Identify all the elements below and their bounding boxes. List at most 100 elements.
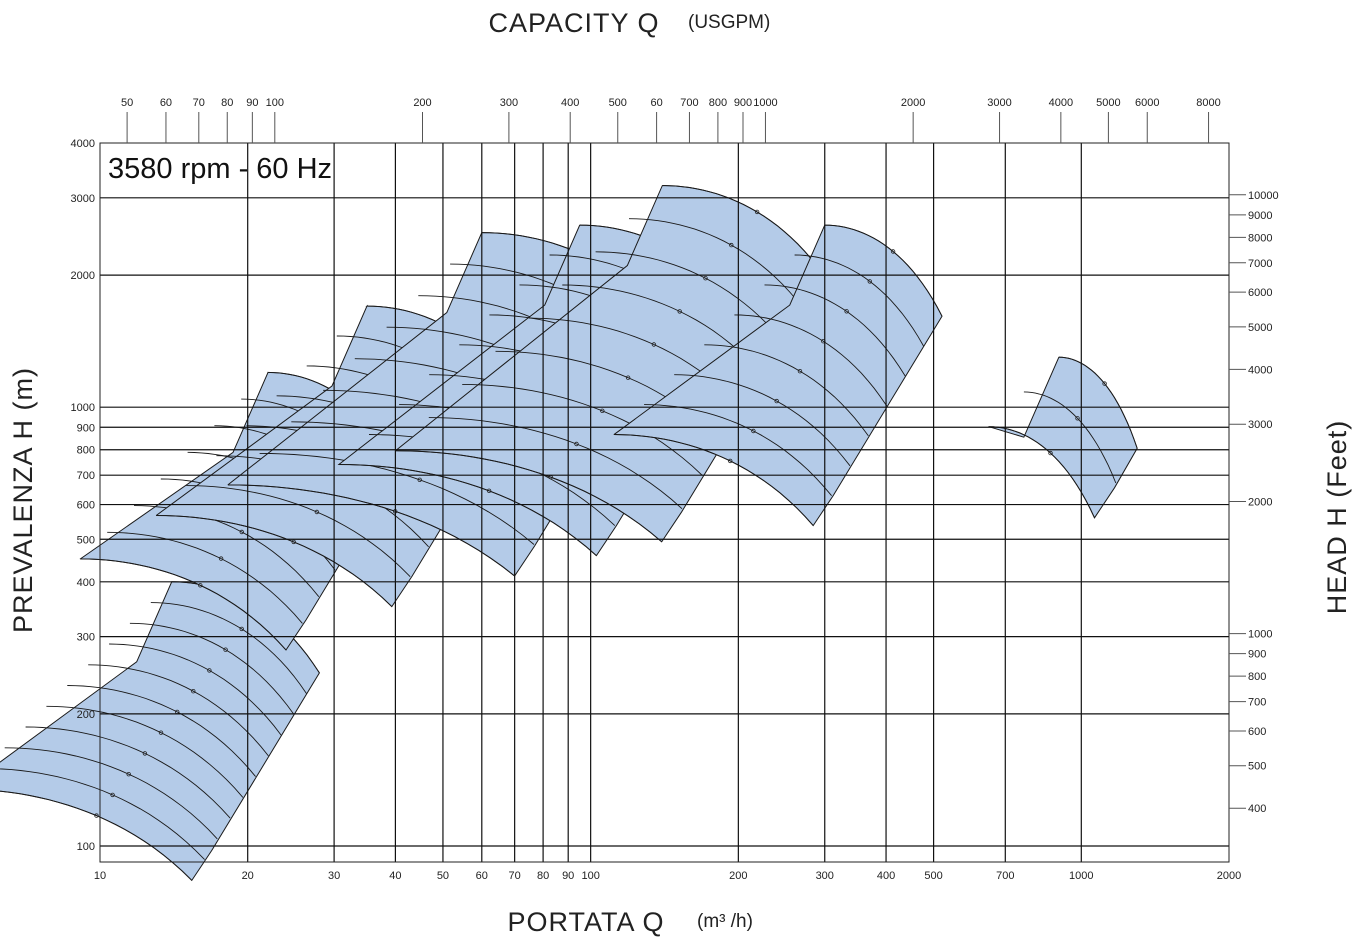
y2-tick-label: 10000	[1248, 190, 1279, 202]
x2-tick-label: 2000	[901, 97, 925, 109]
x2-tick-label: 3000	[987, 97, 1011, 109]
x2-tick-label: 70	[193, 97, 205, 109]
y2-tick-label: 8000	[1248, 232, 1272, 244]
x-tick-label: 400	[877, 870, 895, 882]
impeller-curve	[133, 505, 320, 597]
pump-field-8	[987, 356, 1138, 519]
impeller-curve	[794, 254, 924, 347]
bep-marker	[1048, 450, 1053, 456]
x-tick-label: 90	[562, 870, 574, 882]
x-tick-label: 30	[328, 870, 340, 882]
x-tick-label: 60	[476, 870, 488, 882]
impeller-curve	[462, 383, 703, 476]
x2-axis-tick-labels: 50 60 70 80 90 100 200 300 400 500 60 700 800 900 1000…	[121, 97, 1221, 143]
x-tick-label: 40	[389, 870, 401, 882]
x-tick-label: 100	[581, 870, 599, 882]
y2-tick-label: 4000	[1248, 364, 1272, 376]
y-tick-label: 4000	[71, 138, 95, 150]
impeller-curve	[595, 251, 785, 344]
bep-marker	[625, 375, 631, 380]
x-axis-unit: (m³ /h)	[697, 911, 753, 932]
y-tick-label: 600	[77, 500, 95, 512]
impeller-curve	[25, 726, 231, 819]
y2-tick-label: 600	[1248, 726, 1266, 738]
bep-marker	[198, 583, 203, 588]
bep-marker	[158, 730, 164, 735]
bep-marker	[728, 458, 733, 464]
bep-marker	[239, 626, 244, 632]
x2-tick-label: 800	[709, 97, 727, 109]
y2-tick-label: 400	[1248, 803, 1266, 815]
impeller-curve	[428, 417, 683, 510]
y2-tick-label: 7000	[1248, 258, 1272, 270]
bep-marker	[574, 441, 579, 447]
x-axis-tick-labels: 10 20 30 40 50 60 70 80 90 100 200 300 400 500 700 1000…	[94, 870, 1241, 882]
bep-marker	[600, 408, 605, 413]
y-tick-label: 700	[77, 470, 95, 482]
impeller-curve	[562, 284, 764, 377]
speed-label: 3580 rpm - 60 Hz	[108, 153, 332, 185]
bep-marker	[314, 509, 320, 515]
bep-marker	[890, 249, 896, 254]
bep-marker	[291, 539, 296, 545]
x2-tick-label: 6000	[1135, 97, 1159, 109]
bep-marker	[191, 689, 196, 694]
impeller-curve	[259, 452, 535, 545]
y2-tick-label: 3000	[1248, 419, 1272, 431]
impeller-curve	[613, 434, 814, 526]
impeller-curve	[628, 218, 805, 311]
grid-lines	[100, 143, 1229, 862]
y2-tick-label: 500	[1248, 761, 1266, 773]
impeller-curve	[988, 426, 1095, 518]
x-tick-label: 80	[537, 870, 549, 882]
x2-tick-label: 60	[650, 97, 662, 109]
y-tick-label: 900	[77, 422, 95, 434]
x-tick-label: 2000	[1217, 870, 1241, 882]
x2-tick-label: 100	[266, 97, 284, 109]
impeller-curve	[80, 558, 287, 651]
x-tick-label: 700	[996, 870, 1014, 882]
x2-axis-unit: (USGPM)	[688, 12, 770, 33]
impeller-curve	[107, 531, 303, 624]
y2-tick-label: 6000	[1248, 287, 1272, 299]
x2-tick-label: 80	[221, 97, 233, 109]
impeller-curve	[764, 284, 906, 377]
impeller-curve	[0, 768, 205, 860]
bep-marker	[751, 428, 756, 434]
y-tick-label: 100	[77, 841, 95, 853]
y-tick-label: 200	[77, 709, 95, 721]
x2-tick-label: 5000	[1096, 97, 1120, 109]
impeller-curve	[734, 314, 888, 407]
x-tick-label: 1000	[1069, 870, 1093, 882]
impeller-curve	[46, 705, 244, 798]
bep-marker	[126, 772, 131, 777]
y2-axis-title: HEAD H (Feet)	[1322, 420, 1352, 615]
y-tick-label: 1000	[71, 402, 95, 414]
bep-marker	[110, 792, 115, 798]
bep-marker	[223, 647, 228, 652]
bep-marker	[207, 668, 212, 673]
y2-tick-label: 900	[1248, 649, 1266, 661]
y-tick-label: 3000	[71, 193, 95, 205]
impeller-curve	[129, 622, 295, 715]
y-axis-tick-labels: 100 200 300 400 500 600 700 800 900 1000 2000 3000 4…	[71, 138, 95, 853]
impeller-curve	[67, 685, 256, 777]
bep-marker	[1075, 416, 1080, 421]
x-tick-label: 500	[924, 870, 942, 882]
field-envelope	[987, 356, 1138, 519]
x2-tick-label: 4000	[1049, 97, 1073, 109]
bep-marker	[797, 369, 803, 374]
x-tick-label: 10	[94, 870, 106, 882]
y2-tick-label: 9000	[1248, 210, 1272, 222]
y-tick-label: 300	[77, 632, 95, 644]
bep-marker	[239, 529, 244, 535]
y2-tick-label: 800	[1248, 671, 1266, 683]
bep-marker	[486, 488, 492, 493]
pump-field-7	[613, 224, 943, 527]
y-tick-label: 2000	[71, 270, 95, 282]
x2-tick-label: 8000	[1196, 97, 1220, 109]
bep-marker	[417, 477, 422, 482]
impeller-curve	[0, 790, 193, 881]
x-tick-label: 50	[437, 870, 449, 882]
